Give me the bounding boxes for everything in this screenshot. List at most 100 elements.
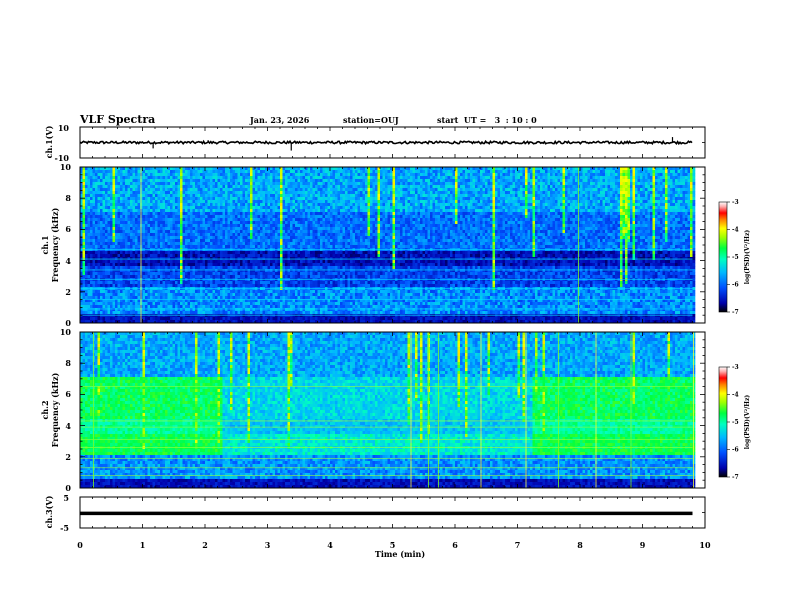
spectrogram-cell — [90, 212, 93, 215]
spectrogram-cell — [93, 269, 96, 272]
spectrogram-cell — [90, 302, 93, 305]
spectrogram-cell — [83, 173, 86, 176]
spectrogram-cell — [83, 194, 86, 197]
spectrogram-cell — [85, 236, 88, 239]
spectrogram-cell — [105, 272, 108, 275]
spectrogram-cell — [115, 173, 118, 176]
spectrogram-cell — [108, 227, 111, 230]
spectrogram-cell — [113, 266, 116, 269]
spectrogram-cell — [103, 179, 106, 182]
spectrogram-cell — [113, 275, 116, 278]
spectrogram-cell — [108, 314, 111, 317]
spectrogram-cell — [85, 308, 88, 311]
spectrogram-cell — [108, 236, 111, 239]
spectrogram-cell — [83, 296, 86, 299]
spectrogram-cell — [100, 224, 103, 227]
spectrogram-cell — [98, 215, 101, 218]
spectrogram-cell — [123, 209, 126, 212]
spectrogram-cell — [113, 176, 116, 179]
spectrogram-cell — [120, 173, 123, 176]
spectrogram-cell — [98, 185, 101, 188]
spectrogram-cell — [108, 182, 111, 185]
spectrogram-cell — [88, 206, 91, 209]
spectrogram-cell — [100, 233, 103, 236]
spectrogram-cell — [85, 224, 88, 227]
spectrogram-cell — [88, 218, 91, 221]
spectrogram-cell — [110, 275, 113, 278]
spectrogram-cell — [98, 206, 101, 209]
spectrogram-cell — [83, 308, 86, 311]
ch1-ytick-top: 10 — [58, 123, 70, 133]
spectrogram-cell — [108, 293, 111, 296]
spectrogram-cell — [125, 317, 128, 320]
spectrogram-cell — [83, 176, 86, 179]
spectrogram-cell — [108, 194, 111, 197]
spectrogram-cell — [83, 191, 86, 194]
spectrogram-cell — [93, 191, 96, 194]
spectrogram-cell — [125, 233, 128, 236]
spectrogram-cell — [90, 260, 93, 263]
spectrogram-cell — [95, 284, 98, 287]
spectrogram-cell — [108, 185, 111, 188]
spectrogram-cell — [120, 314, 123, 317]
spectrogram-cell — [123, 176, 126, 179]
spectrogram-cell — [93, 266, 96, 269]
spectrogram-cell — [95, 233, 98, 236]
spectrogram-cell — [113, 242, 116, 245]
spectrogram-cell — [85, 266, 88, 269]
spectrogram-cell — [110, 314, 113, 317]
spectrogram-cell — [90, 206, 93, 209]
spectrogram-cell — [123, 266, 126, 269]
spectrogram-cell — [115, 188, 118, 191]
spectrogram-cell — [113, 218, 116, 221]
spectrogram-cell — [123, 182, 126, 185]
spectrogram-cell — [105, 260, 108, 263]
spectrogram-cell — [103, 314, 106, 317]
spectrogram-cell — [118, 290, 121, 293]
spectrogram-cell — [115, 185, 118, 188]
spectrogram-cell — [85, 194, 88, 197]
spectrogram-cell — [115, 275, 118, 278]
spectrogram-cell — [115, 317, 118, 320]
spectrogram-cell — [98, 200, 101, 203]
spectrogram-cell — [83, 284, 86, 287]
spectrogram-cell — [115, 179, 118, 182]
spectrogram-cell — [105, 296, 108, 299]
spectrogram-cell — [113, 269, 116, 272]
spectrogram-cell — [85, 239, 88, 242]
spectrogram-cell — [98, 182, 101, 185]
spectrogram-cell — [105, 281, 108, 284]
spectrogram-cell — [105, 317, 108, 320]
spectrogram-cell — [103, 218, 106, 221]
spectrogram-cell — [110, 284, 113, 287]
spectrogram-cell — [125, 218, 128, 221]
spectrogram-cell — [120, 284, 123, 287]
spectrogram-cell — [118, 269, 121, 272]
spectrogram-cell — [105, 230, 108, 233]
spectrogram-cell — [83, 245, 86, 248]
spectrogram-cell — [100, 302, 103, 305]
spectrogram-cell — [85, 230, 88, 233]
spectrogram-cell — [123, 170, 126, 173]
spectrogram-cell — [88, 308, 91, 311]
spectrogram-cell — [100, 311, 103, 314]
spectrogram-cell — [98, 224, 101, 227]
spectrogram-cell — [90, 269, 93, 272]
spectrogram-cell — [98, 251, 101, 254]
spectrogram-cell — [85, 275, 88, 278]
spectrogram-cell — [83, 224, 86, 227]
spectrogram-cell — [90, 311, 93, 314]
spectrogram-cell — [93, 197, 96, 200]
spectrogram-cell — [125, 236, 128, 239]
spectrogram-cell — [105, 266, 108, 269]
spectrogram-cell — [118, 263, 121, 266]
spectrogram-cell — [98, 203, 101, 206]
spectrogram-cell — [108, 251, 111, 254]
spectrogram-cell — [120, 263, 123, 266]
spectrogram-cell — [93, 308, 96, 311]
spectrogram-cell — [118, 317, 121, 320]
spectrogram-cell — [103, 242, 106, 245]
spectrogram-cell — [93, 233, 96, 236]
spectrogram-cell — [103, 281, 106, 284]
spectrogram-cell — [105, 185, 108, 188]
